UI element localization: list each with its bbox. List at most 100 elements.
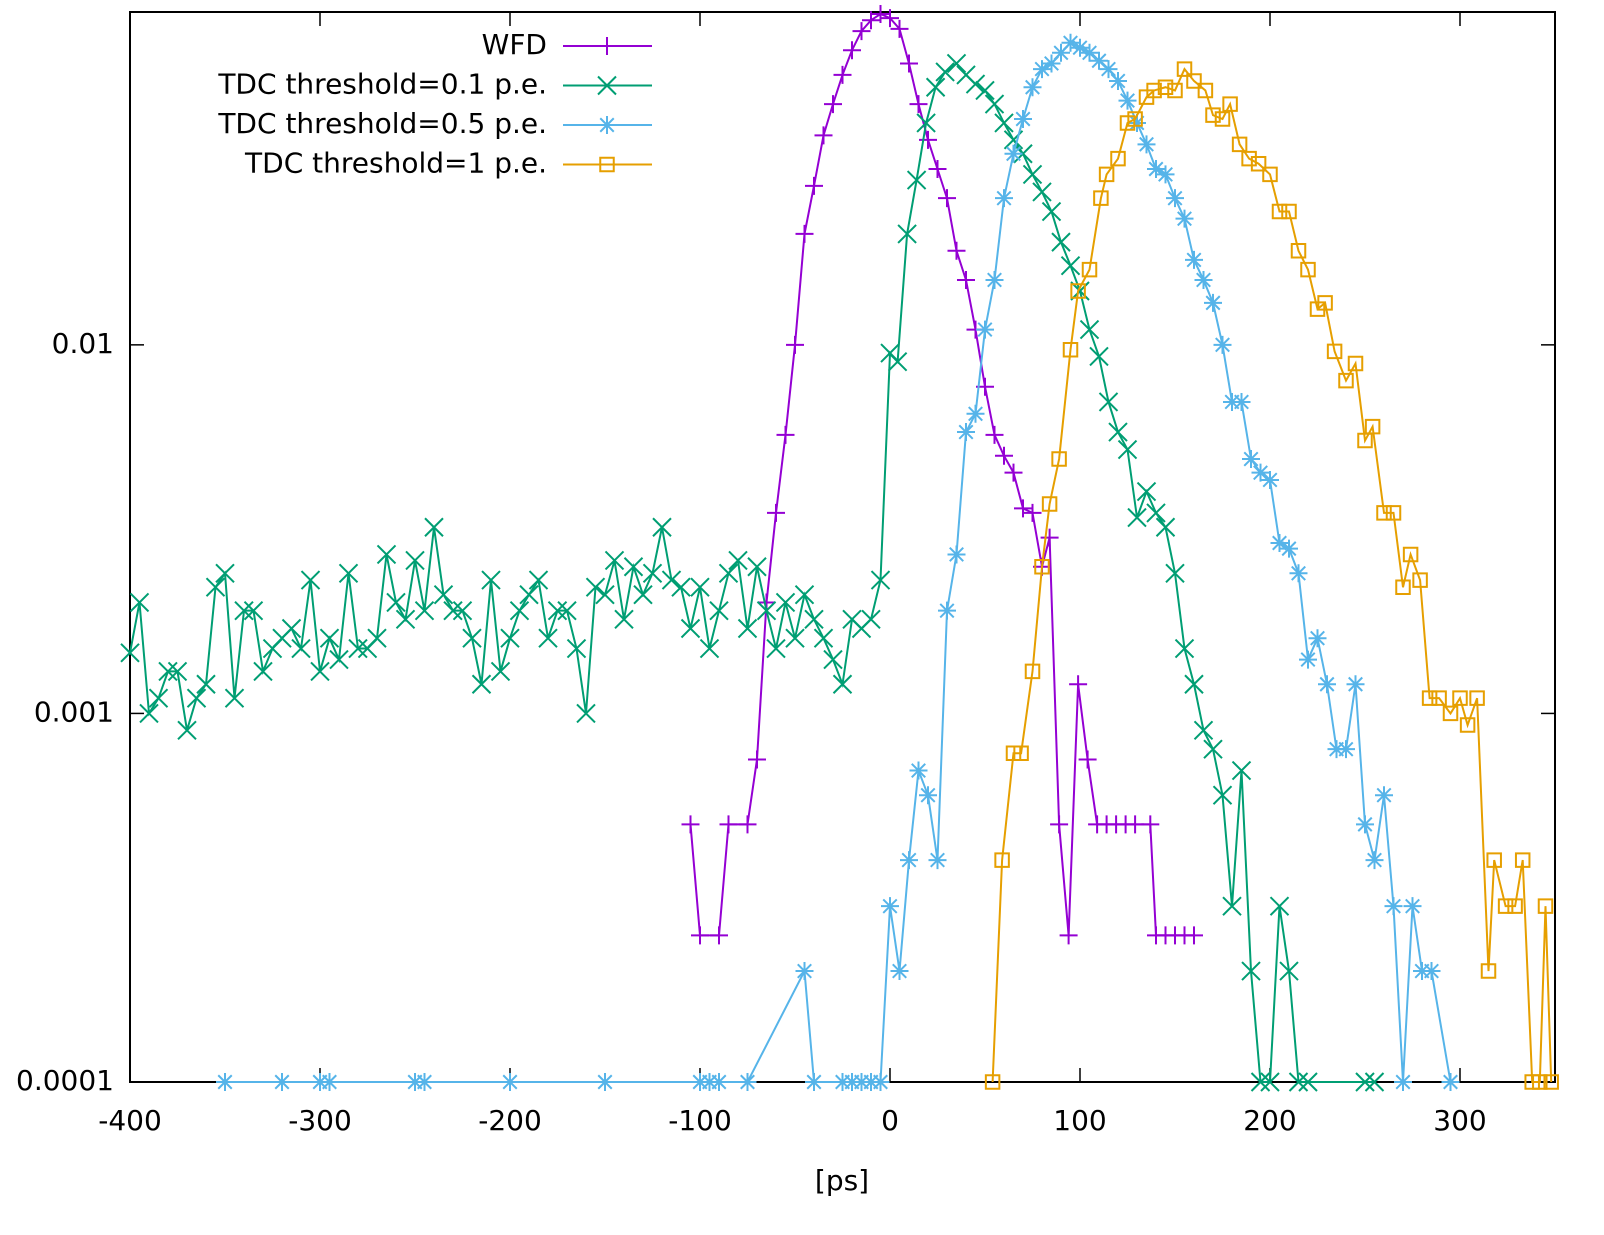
data-point [1080, 43, 1099, 62]
data-point [500, 628, 520, 648]
data-point [1205, 107, 1221, 123]
data-point [852, 22, 871, 41]
data-point [1051, 451, 1067, 467]
data-point [1270, 534, 1289, 552]
data-point [1222, 896, 1242, 916]
data-point [957, 423, 975, 442]
data-point [186, 688, 207, 708]
data-point [320, 1073, 339, 1091]
data-point [234, 600, 254, 621]
data-point [120, 643, 140, 663]
data-point [329, 649, 349, 670]
data-point [1166, 189, 1184, 208]
data-point [310, 661, 330, 682]
data-point [1194, 270, 1213, 289]
x-tick-label: 200 [1243, 1104, 1296, 1137]
data-point [1050, 815, 1069, 834]
legend-marker [599, 156, 615, 173]
data-point [909, 95, 928, 114]
data-point [1337, 740, 1355, 759]
data-point [938, 189, 956, 208]
x-tick-label: 0 [881, 1104, 899, 1137]
data-point [1174, 638, 1195, 659]
data-point [1422, 962, 1441, 981]
data-point [557, 600, 577, 621]
data-point [1290, 243, 1307, 259]
data-point [785, 628, 805, 648]
data-point [1251, 463, 1270, 482]
data-point [1279, 961, 1299, 981]
data-point [1022, 164, 1043, 185]
data-point [985, 425, 1004, 444]
data-point [1365, 851, 1384, 870]
y-tick-label: 0.0001 [16, 1064, 114, 1097]
data-point [1041, 496, 1058, 512]
data-point [395, 609, 416, 630]
data-point [1069, 675, 1088, 694]
data-point [928, 160, 947, 178]
data-point [1146, 82, 1162, 99]
data-point [919, 130, 937, 149]
data-point [1289, 564, 1308, 583]
data-point [1214, 111, 1231, 127]
x-tick-label: -100 [668, 1104, 732, 1137]
data-point [1197, 82, 1214, 99]
data-point [1507, 898, 1523, 914]
data-point [709, 600, 729, 621]
data-point [1403, 897, 1422, 916]
data-point [1099, 60, 1118, 79]
data-point [871, 5, 890, 24]
data-point [1385, 505, 1402, 521]
data-point [1213, 335, 1232, 354]
data-point [890, 962, 909, 981]
x-tick-label: -300 [288, 1104, 352, 1137]
data-point [862, 11, 880, 30]
data-point [338, 563, 359, 583]
data-point [813, 628, 834, 648]
data-point [1299, 650, 1317, 669]
data-point [519, 584, 539, 605]
data-point [205, 577, 226, 597]
data-point [1146, 503, 1166, 523]
series-line [991, 67, 1553, 1083]
data-point [1480, 963, 1497, 979]
data-point [1136, 481, 1157, 502]
data-point [1242, 450, 1260, 469]
data-point [794, 584, 815, 605]
data-point [1250, 1072, 1271, 1092]
legend-marker [598, 116, 616, 134]
data-point [766, 638, 786, 659]
data-point [710, 926, 728, 945]
data-point [719, 815, 738, 834]
data-point [748, 750, 766, 769]
x-tick-label: 100 [1053, 1104, 1106, 1137]
data-point [805, 1073, 823, 1091]
data-point [1062, 341, 1079, 358]
data-point [215, 563, 235, 583]
data-point [1356, 815, 1374, 834]
data-point [1127, 111, 1143, 127]
data-point [1281, 203, 1297, 220]
data-point [1155, 517, 1176, 537]
data-point [1486, 852, 1502, 868]
data-point [1203, 739, 1223, 759]
data-point [1138, 89, 1155, 105]
data-point [367, 628, 387, 648]
data-point [614, 609, 634, 630]
data-point [1288, 1072, 1309, 1092]
data-point [1364, 418, 1381, 435]
data-point [843, 41, 861, 60]
data-point [1089, 346, 1109, 367]
data-point [700, 1073, 719, 1091]
data-point [995, 189, 1013, 208]
data-point [1317, 295, 1333, 311]
series [120, 53, 1385, 1092]
data-point [1347, 355, 1364, 372]
data-point [1059, 926, 1078, 945]
data-point [596, 1073, 614, 1091]
data-point [528, 570, 549, 590]
data-point [1514, 852, 1531, 868]
data-point [1395, 579, 1411, 595]
data-point [814, 126, 833, 145]
